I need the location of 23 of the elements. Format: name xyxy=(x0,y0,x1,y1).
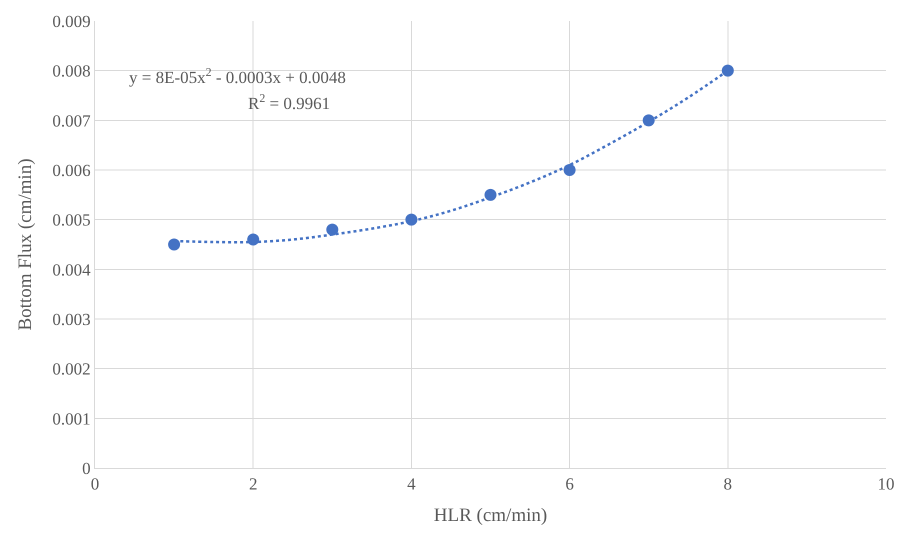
y-tick-label: 0.007 xyxy=(52,111,92,130)
x-tick-label: 6 xyxy=(565,474,574,494)
y-tick-label: 0.001 xyxy=(52,409,91,428)
y-axis-title: Bottom Flux (cm/min) xyxy=(15,158,36,331)
y-tick-label: 0.006 xyxy=(52,160,91,180)
point xyxy=(722,64,734,77)
y-tick-label: 0.005 xyxy=(52,210,91,230)
point xyxy=(168,238,180,250)
y-tick-label: 0 xyxy=(82,458,91,478)
annotation: y = 8E-05x$^{2}$ - 0.0003x + 0.0048 xyxy=(129,65,346,88)
y-tick-label: 0.009 xyxy=(52,12,91,31)
y-tick-label: 0.002 xyxy=(52,360,91,379)
point xyxy=(564,164,576,176)
x-tick-label: 10 xyxy=(878,474,894,494)
annotation: R$^{2}$ = 0.9961 xyxy=(248,91,330,114)
x-tick-label: 8 xyxy=(724,474,732,494)
y-tick-label: 0.003 xyxy=(52,310,91,329)
x-tick-label: 2 xyxy=(248,474,258,494)
y-tick-label: 0.004 xyxy=(52,260,92,280)
point xyxy=(326,224,338,236)
x-axis-title: HLR (cm/min) xyxy=(434,505,548,526)
y-tick-label: 0.008 xyxy=(52,62,91,81)
x-tick-label: 4 xyxy=(407,474,416,494)
